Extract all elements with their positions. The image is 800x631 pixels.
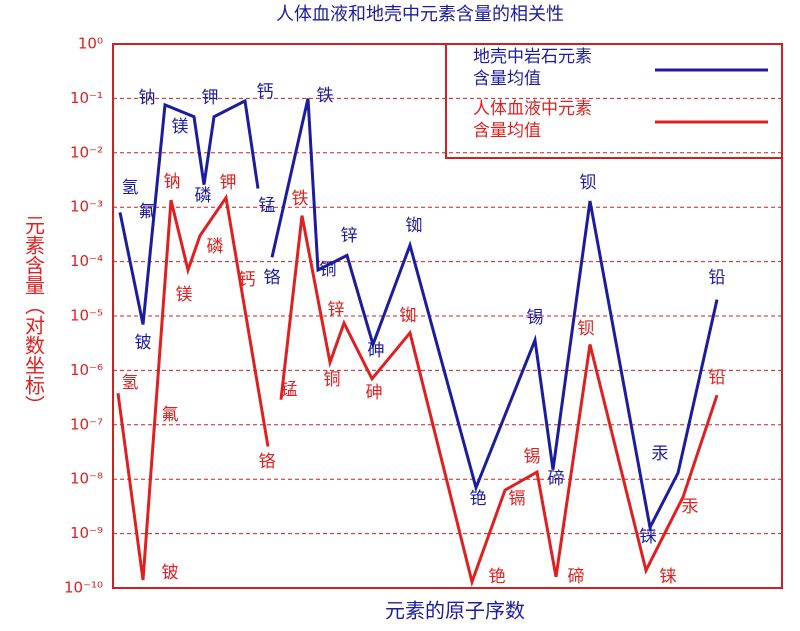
y-tick-label: 10⁻⁹ [70,524,103,542]
element-label: 汞 [682,497,699,517]
y-tick-label: 10⁻¹ [70,89,103,107]
element-label: 钠 [164,172,181,192]
element-label: 钡 [580,173,597,193]
element-label: 汞 [652,444,669,464]
element-label: 碲 [548,469,565,489]
y-tick-label: 10⁻⁸ [70,470,103,488]
element-label: 铍 [162,563,179,583]
element-label: 铜 [320,260,337,280]
element-label: 铷 [406,216,423,236]
series-line [118,98,719,532]
element-label: 铬 [264,268,281,288]
element-label: 铼 [640,527,657,547]
y-axis-label: 元素含量（对数坐标） [22,215,46,415]
element-label: 铅 [709,268,726,288]
element-label: 铜 [324,370,341,390]
element-label: 铁 [292,189,309,209]
element-label: 碲 [568,567,585,587]
element-label: 钾 [220,173,237,193]
element-label: 铯 [470,489,487,509]
y-tick-label: 10⁰ [78,35,103,53]
element-label: 钾 [202,88,219,108]
legend-box [445,43,783,159]
element-label: 砷 [366,383,383,403]
element-label: 锰 [281,380,298,400]
element-label: 氟 [162,405,179,425]
element-label: 钙 [239,270,256,290]
element-label: 钠 [139,88,156,108]
element-label: 铯 [489,567,506,587]
element-label: 镉 [509,489,526,509]
y-tick-label: 10⁻² [70,143,103,161]
legend-label: 地壳中岩石元素含量均值 [473,47,592,89]
element-label: 磷 [207,237,224,257]
element-label: 镁 [176,285,193,305]
element-label: 氢 [122,373,139,393]
element-label: 磷 [195,186,212,206]
element-label: 铬 [259,452,276,472]
element-label: 氟 [139,202,156,222]
element-label: 铁 [317,86,334,106]
element-label: 钡 [578,319,595,339]
element-label: 锡 [524,447,541,467]
element-label: 氢 [122,178,139,198]
element-label: 铍 [135,333,152,353]
element-label: 铷 [400,306,417,326]
series-line [116,193,719,587]
y-tick-label: 10⁻³ [70,198,103,216]
element-label: 锰 [259,196,276,216]
y-tick-label: 10⁻⁷ [70,415,103,433]
element-label: 锌 [341,226,358,246]
y-tick-label: 10⁻¹⁰ [64,579,103,597]
element-label: 锌 [328,300,345,320]
x-axis-label: 元素的原子序数 [385,599,525,623]
y-tick-label: 10⁻⁴ [70,252,103,270]
element-label: 镁 [172,117,189,137]
element-label: 锡 [527,308,544,328]
y-tick-label: 10⁻⁶ [70,361,103,379]
legend-label: 人体血液中元素含量均值 [473,99,592,141]
element-label: 钙 [257,82,274,102]
element-label: 铅 [709,368,726,388]
chart-title: 人体血液和地壳中元素含量的相关性 [276,4,564,25]
y-tick-label: 10⁻⁵ [70,307,103,325]
element-label: 砷 [368,341,385,361]
element-label: 铼 [660,567,677,587]
